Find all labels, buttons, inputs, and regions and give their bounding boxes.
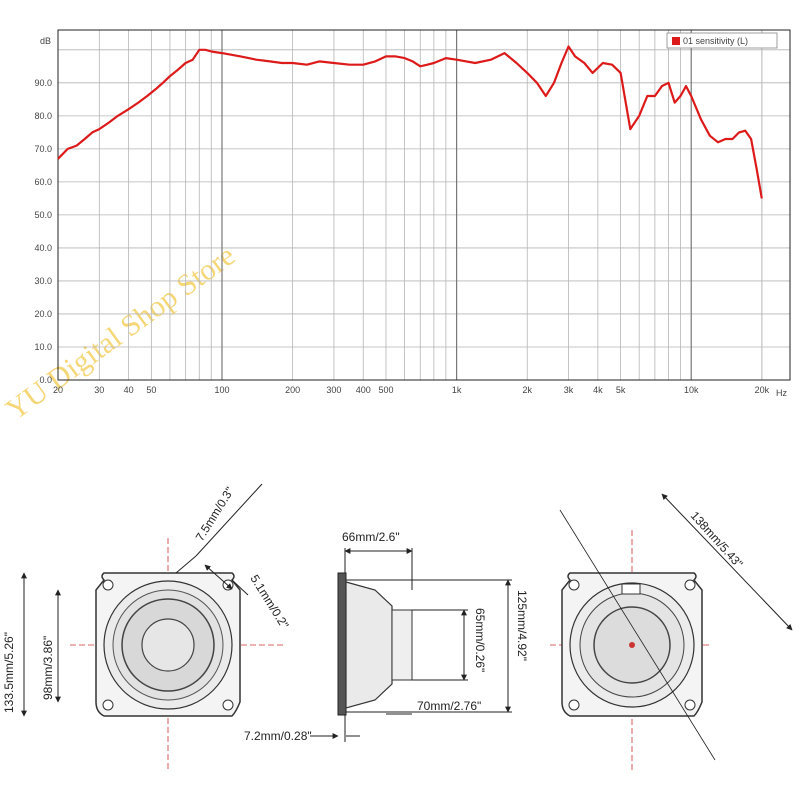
x-tick-labels: 20 30 40 50 100 200 300 400 500 1k 2k 3k 4k 5k 10k 20k	[53, 385, 770, 395]
back-view: 138mm/5.43"	[550, 493, 793, 770]
series-layer	[57, 45, 763, 199]
mount-hole	[222, 699, 234, 711]
y-tick-label: 20.0	[34, 309, 52, 319]
hole-spacing-label: 7.5mm/0.3"	[193, 484, 237, 543]
mount-hole	[684, 699, 696, 711]
terminal-block	[621, 583, 641, 595]
diagonal-dimension-line	[661, 493, 793, 631]
dust-cap	[141, 618, 195, 672]
hole-spacing-leader	[195, 483, 263, 557]
x-tick-label: 5k	[616, 385, 626, 395]
y-tick-label: 80.0	[34, 111, 52, 121]
legend: 01 sensitivity (L)	[666, 32, 778, 49]
legend-box	[666, 32, 778, 49]
magnet-diameter-label: 65mm/0.26"	[473, 608, 487, 672]
x-tick-label: 200	[285, 385, 300, 395]
hole-diameter-leader	[231, 579, 249, 596]
side-view: 66mm/2.6" 65mm/0.26" 125mm/4.92" 70mm/2.…	[244, 530, 529, 743]
diagonal-label: 138mm/5.43"	[688, 509, 746, 571]
x-tick-label: 30	[94, 385, 104, 395]
y-tick-label: 50.0	[34, 210, 52, 220]
y-tick-label: 10.0	[34, 342, 52, 352]
back-center-dot	[629, 642, 635, 648]
mount-hole	[684, 579, 696, 591]
y-tick-label: 70.0	[34, 144, 52, 154]
x-tick-label: 10k	[684, 385, 699, 395]
x-tick-label: 300	[326, 385, 341, 395]
x-tick-label: 1k	[452, 385, 462, 395]
chart-grid	[57, 30, 790, 381]
x-tick-label: 500	[378, 385, 393, 395]
depth-label: 66mm/2.6"	[342, 530, 400, 544]
basket-diameter-label: 125mm/4.92"	[515, 590, 529, 661]
legend-swatch	[672, 37, 680, 45]
front-view: 133.5mm/5.26" 98mm/3.86" 7.5mm/0.3" 5.1m…	[2, 483, 292, 770]
flange-thickness-label: 7.2mm/0.28"	[244, 729, 312, 743]
y-tick-label: 30.0	[34, 276, 52, 286]
magnet-depth-label: 70mm/2.76"	[417, 699, 481, 713]
legend-label: 01 sensitivity (L)	[683, 36, 748, 46]
side-flange	[337, 572, 347, 716]
y-tick-label: 40.0	[34, 243, 52, 253]
mount-hole	[102, 579, 114, 591]
inner-diameter-label: 98mm/3.86"	[41, 636, 55, 700]
hole-diameter-label: 5.1mm/0.2"	[247, 572, 291, 631]
y-tick-label: 90.0	[34, 78, 52, 88]
series-line	[57, 45, 763, 199]
mount-hole	[568, 699, 580, 711]
plot-frame	[57, 29, 791, 381]
hole-spacing-leader	[175, 555, 197, 574]
diagonal-reference-line	[559, 509, 716, 761]
x-tick-label: 100	[214, 385, 229, 395]
x-tick-label: 4k	[593, 385, 603, 395]
x-tick-label: 400	[356, 385, 371, 395]
x-tick-label: 2k	[522, 385, 532, 395]
hole-spacing-arrow	[204, 564, 233, 590]
frequency-response-chart: 0.010.020.030.040.050.060.070.080.090.0 …	[34, 29, 791, 398]
side-magnet	[391, 609, 413, 681]
side-basket	[345, 581, 393, 709]
mount-hole	[102, 699, 114, 711]
x-tick-label: 20k	[755, 385, 770, 395]
y-axis-label: dB	[40, 36, 51, 46]
overall-height-label: 133.5mm/5.26"	[2, 632, 16, 713]
mount-hole	[568, 579, 580, 591]
speaker-dimension-drawing: 133.5mm/5.26" 98mm/3.86" 7.5mm/0.3" 5.1m…	[2, 483, 793, 770]
y-tick-label: 60.0	[34, 177, 52, 187]
x-tick-label: 20	[53, 385, 63, 395]
y-tick-label: 0.0	[39, 375, 52, 385]
x-axis-label: Hz	[776, 388, 787, 398]
x-tick-label: 50	[146, 385, 156, 395]
x-tick-label: 3k	[564, 385, 574, 395]
y-tick-labels: 0.0 10.0 20.0 30.0 40.0 50.0 60.0 70.0 80.0 90.0	[34, 78, 52, 385]
x-tick-label: 40	[124, 385, 134, 395]
